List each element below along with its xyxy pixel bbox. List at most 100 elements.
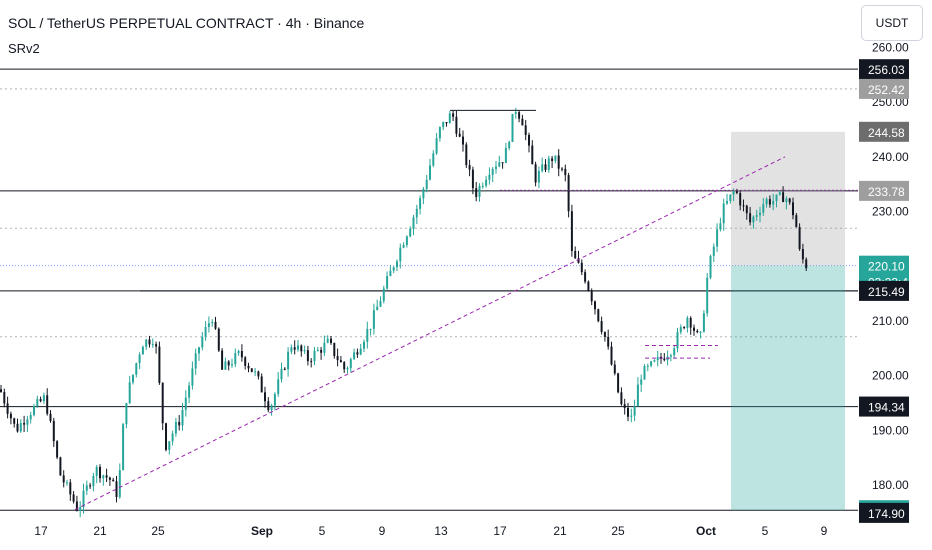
candle-body xyxy=(287,351,290,370)
candle-body xyxy=(584,272,587,282)
candle-body xyxy=(488,174,491,180)
candle-body xyxy=(749,213,752,223)
candle-body xyxy=(217,328,220,351)
candle-body xyxy=(257,371,260,377)
candle-body xyxy=(587,281,590,291)
candle-body xyxy=(561,168,563,170)
candle-body xyxy=(755,215,758,217)
candle-body xyxy=(254,371,257,373)
price-label-text: 215.49 xyxy=(868,285,905,299)
candle-body xyxy=(528,134,530,146)
candle-body xyxy=(508,141,511,148)
candle-body xyxy=(326,338,329,343)
candle-body xyxy=(52,420,55,442)
candle-body xyxy=(623,404,626,408)
candle-body xyxy=(524,125,527,135)
candle-body xyxy=(805,259,808,269)
x-tick-label: 9 xyxy=(379,524,386,538)
price-label-text: 233.78 xyxy=(868,185,905,199)
candle-body xyxy=(462,136,464,145)
candle-body xyxy=(300,345,303,352)
candle-body xyxy=(323,342,326,353)
candle-body xyxy=(89,485,92,487)
candle-body xyxy=(13,418,16,424)
candle-body xyxy=(46,395,49,414)
candle-body xyxy=(356,352,359,355)
indicator-label[interactable]: SRv2 xyxy=(8,41,40,56)
candle-body xyxy=(191,368,194,386)
candle-body xyxy=(108,477,111,480)
candle-body xyxy=(128,382,131,404)
candle-body xyxy=(478,185,481,197)
candle-body xyxy=(59,457,62,476)
candle-body xyxy=(617,373,620,393)
candle-body xyxy=(448,113,451,124)
candle-body xyxy=(514,112,517,114)
candle-body xyxy=(36,399,39,407)
price-label-box xyxy=(859,396,909,417)
candle-body xyxy=(716,229,719,247)
candle-body xyxy=(537,170,540,183)
candle-body xyxy=(260,376,263,393)
candle-body xyxy=(247,365,250,369)
candle-body xyxy=(118,470,121,498)
candle-body xyxy=(194,353,197,369)
candle-body xyxy=(49,413,52,421)
candle-body xyxy=(79,507,82,511)
candle-body xyxy=(174,421,177,434)
candle-body xyxy=(264,392,266,402)
price-label-box xyxy=(859,180,909,201)
candle-body xyxy=(85,485,88,491)
candle-body xyxy=(99,466,101,479)
candle-body xyxy=(69,482,72,495)
candle-body xyxy=(382,288,385,302)
x-tick-label: 21 xyxy=(553,524,567,538)
candle-body xyxy=(184,397,187,410)
candle-body xyxy=(683,327,686,329)
candle-body xyxy=(570,211,573,252)
price-label-box xyxy=(859,502,909,523)
trendline xyxy=(74,156,786,511)
candle-body xyxy=(320,349,323,353)
candle-body xyxy=(214,321,217,329)
candle-body xyxy=(567,175,570,212)
candle-body xyxy=(346,368,349,370)
candle-body xyxy=(306,350,309,362)
candle-body xyxy=(778,192,781,195)
candle-body xyxy=(293,347,296,350)
stop-zone xyxy=(731,131,845,266)
candle-body xyxy=(643,366,646,380)
candle-body xyxy=(42,395,45,402)
candle-body xyxy=(102,475,105,479)
candle-body xyxy=(620,392,623,405)
candle-body xyxy=(221,350,224,370)
candle-body xyxy=(557,155,560,169)
currency-button[interactable]: USDT xyxy=(861,5,923,41)
candle-body xyxy=(636,384,639,407)
candle-body xyxy=(597,309,600,322)
candle-body xyxy=(386,276,389,289)
candle-body xyxy=(389,270,392,277)
candle-body xyxy=(633,406,636,416)
candle-body xyxy=(250,368,253,372)
time-axis[interactable]: 17 21 25 Sep 5 9 13 17 21 25 Oct 5 9 xyxy=(34,524,827,538)
candle-body xyxy=(564,168,567,176)
candle-body xyxy=(801,249,804,260)
candle-body xyxy=(762,204,765,213)
candle-body xyxy=(676,332,679,349)
x-tick-label: Sep xyxy=(251,524,273,538)
candle-body xyxy=(465,144,468,166)
candle-body xyxy=(785,198,788,203)
candle-body xyxy=(438,127,441,139)
candle-body xyxy=(161,382,164,424)
candle-body xyxy=(39,399,42,402)
candle-body xyxy=(498,162,501,167)
candle-body xyxy=(699,331,702,333)
candle-body xyxy=(333,342,336,357)
candle-body xyxy=(432,153,435,166)
candle-body xyxy=(132,374,134,383)
candle-body xyxy=(280,368,283,380)
candle-body xyxy=(234,353,237,365)
x-tick-label: 17 xyxy=(493,524,507,538)
